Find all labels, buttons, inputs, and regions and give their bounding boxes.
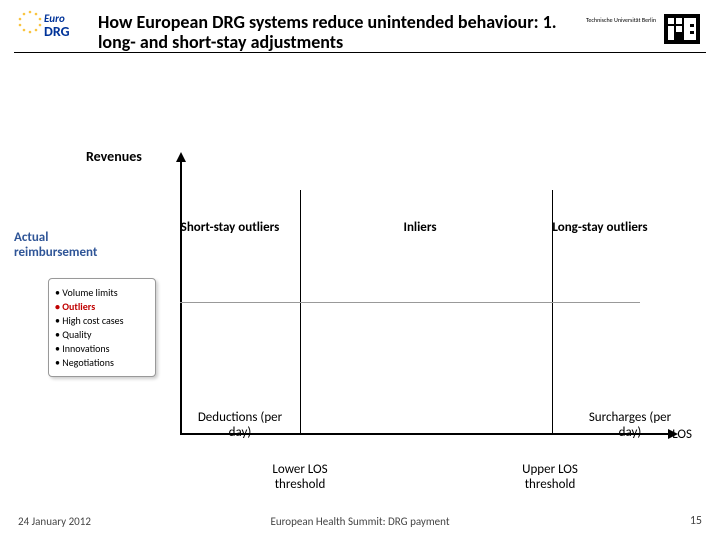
slide-title: How European DRG systems reduce unintend… — [98, 12, 558, 52]
y-axis-label: Revenues — [86, 148, 142, 165]
list-item: High cost cases — [55, 314, 149, 327]
list-item: Quality — [55, 328, 149, 341]
tu-berlin-logo: Technische Universität Berlin — [586, 14, 706, 53]
region-inliers: Inliers — [360, 220, 480, 235]
header-rule — [14, 52, 706, 53]
y-axis — [180, 160, 182, 435]
slide: Euro DRG How European DRG systems reduce… — [0, 0, 720, 540]
list-item: Negotiations — [55, 356, 149, 369]
eurodrg-logo: Euro DRG — [14, 6, 86, 48]
adjustment-list: Volume limits Outliers High cost cases Q… — [48, 278, 156, 377]
surcharges-label: Surcharges (per day) — [580, 410, 680, 440]
list-item: Innovations — [55, 342, 149, 355]
region-short-stay: Short-stay outliers — [170, 220, 290, 235]
reference-level — [180, 302, 640, 303]
svg-text:DRG: DRG — [44, 23, 70, 40]
upper-threshold-line — [552, 190, 553, 435]
svg-text:Technische Universität Berlin: Technische Universität Berlin — [586, 16, 656, 24]
lower-threshold-line — [300, 190, 301, 435]
list-item: Volume limits — [55, 286, 149, 299]
actual-reimbursement-label: Actual reimbursement — [14, 230, 114, 260]
list-item: Outliers — [55, 300, 149, 313]
upper-threshold-label: Upper LOS threshold — [500, 462, 600, 492]
lower-threshold-label: Lower LOS threshold — [250, 462, 350, 492]
footer-title: European Health Summit: DRG payment — [0, 515, 720, 528]
page-number: 15 — [690, 514, 702, 528]
region-long-stay: Long-stay outliers — [540, 220, 660, 235]
deductions-label: Deductions (per day) — [190, 410, 290, 440]
